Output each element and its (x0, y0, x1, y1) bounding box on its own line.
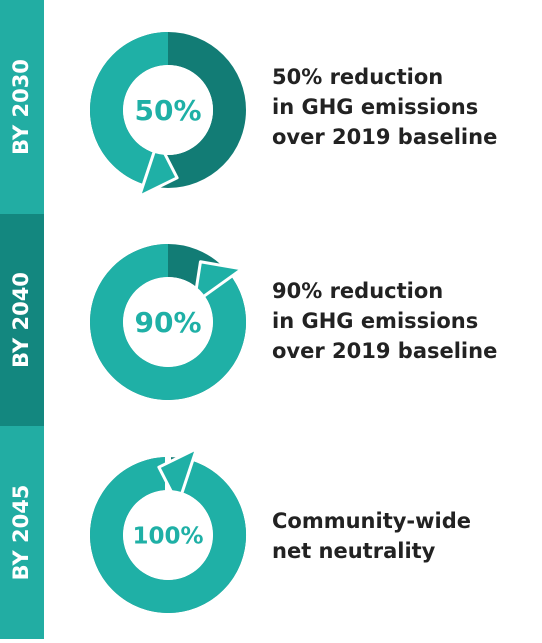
description-line: net neutrality (272, 539, 436, 563)
ring-arrow (137, 138, 179, 198)
percent-label: 100% (132, 524, 203, 550)
period-band (0, 426, 44, 639)
period-band (0, 0, 44, 214)
progress-ring: 90% (90, 244, 246, 400)
period-band (0, 214, 44, 426)
description-line: in GHG emissions (272, 95, 478, 119)
description-line: over 2019 baseline (272, 339, 497, 363)
ring-arrow (192, 260, 244, 305)
description-line: in GHG emissions (272, 309, 478, 333)
percent-label: 50% (134, 94, 201, 127)
description-line: over 2019 baseline (272, 125, 497, 149)
description-line: 50% reduction (272, 65, 443, 89)
progress-ring: 100% (90, 447, 246, 613)
progress-ring: 50% (90, 32, 246, 198)
period-label: BY 2030 (9, 59, 33, 155)
ring-hole (123, 65, 213, 155)
period-label: BY 2040 (9, 272, 33, 368)
ring-progress (90, 457, 246, 613)
description-line: 90% reduction (272, 279, 443, 303)
ring-progress (90, 32, 169, 185)
period-label: BY 2045 (9, 485, 33, 581)
ring-progress (90, 244, 246, 400)
percent-label: 90% (134, 306, 201, 339)
ring-arrow (157, 447, 199, 507)
ring-hole (123, 277, 213, 367)
ring-hole (123, 490, 213, 580)
description-line: Community-wide (272, 509, 471, 533)
